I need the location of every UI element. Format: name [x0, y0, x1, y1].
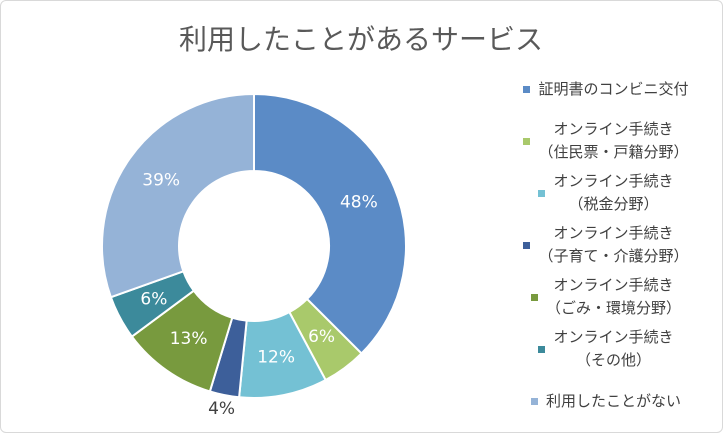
legend-item: オンライン手続き （子育て・介護分野） [501, 219, 711, 271]
chart-title: 利用したことがあるサービス [179, 23, 543, 56]
legend-item: オンライン手続き （その他） [501, 323, 711, 375]
legend-item: 利用したことがない [501, 375, 711, 427]
legend-item: 証明書のコンビニ交付 [501, 63, 711, 115]
legend-label: 利用したことがない [545, 391, 681, 410]
legend-label: オンライン手続き （住民票・戸籍分野） [538, 120, 689, 161]
data-label: 48% [340, 193, 378, 213]
legend-item: オンライン手続き （ごみ・環境分野） [501, 271, 711, 323]
legend-swatch [538, 189, 546, 197]
legend: 証明書のコンビニ交付オンライン手続き （住民票・戸籍分野） オンライン手続き （税… [501, 63, 711, 427]
legend-swatch [530, 397, 538, 405]
legend-swatch [523, 137, 531, 145]
legend-item: オンライン手続き （税金分野） [501, 167, 711, 219]
data-label: 12% [257, 347, 295, 367]
legend-label: 証明書のコンビニ交付 [538, 79, 689, 98]
legend-item: オンライン手続き （住民票・戸籍分野） [501, 115, 711, 167]
legend-swatch [530, 293, 538, 301]
data-label: 6% [140, 290, 167, 310]
legend-swatch [538, 345, 546, 353]
donut-slice [101, 92, 255, 299]
legend-label: オンライン手続き （その他） [553, 328, 674, 369]
legend-label: オンライン手続き （ごみ・環境分野） [545, 276, 681, 317]
data-label: 39% [142, 171, 180, 191]
donut-slice [253, 92, 407, 355]
data-label: 6% [308, 327, 335, 347]
legend-swatch [523, 85, 531, 93]
legend-label: オンライン手続き （子育て・介護分野） [538, 224, 689, 265]
legend-swatch [523, 241, 531, 249]
data-label: 4% [208, 399, 235, 419]
legend-label: オンライン手続き （税金分野） [553, 172, 674, 213]
data-label: 13% [170, 329, 208, 349]
